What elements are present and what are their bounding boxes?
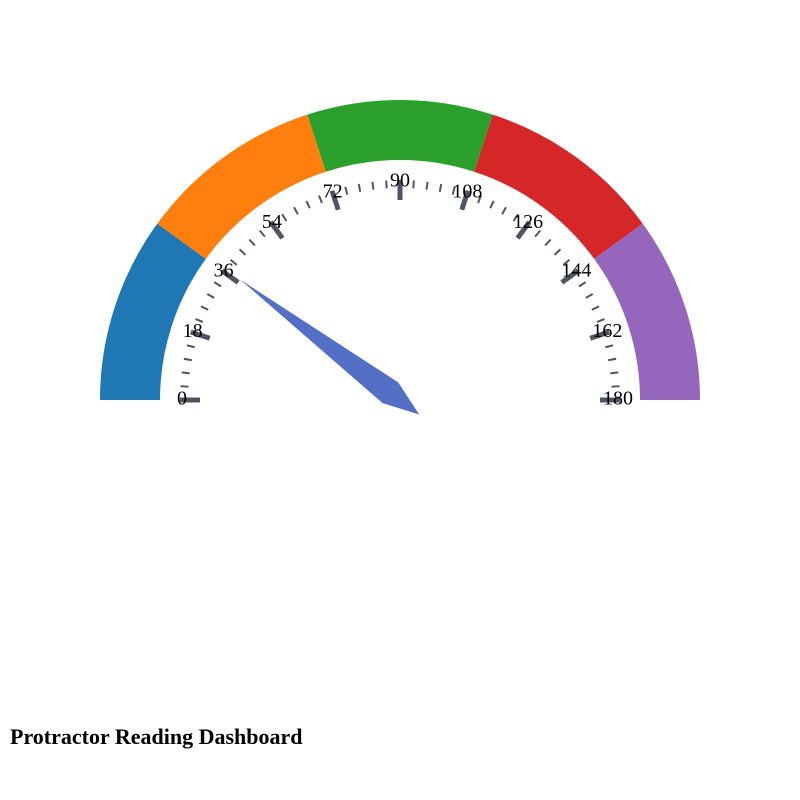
minor-tick [248, 238, 256, 247]
minor-tick [181, 371, 190, 375]
minor-tick [610, 371, 619, 375]
minor-tick [489, 200, 495, 209]
tick-label: 144 [561, 259, 591, 281]
major-tick [589, 329, 611, 341]
gauge-needle [240, 279, 420, 415]
gauge-tick-labels: 0 18 36 54 72 90 108 126 144 162 180 [177, 170, 633, 410]
tick-label: 108 [452, 180, 482, 202]
minor-tick [344, 186, 349, 195]
minor-tick [438, 183, 443, 192]
gauge-ticks [180, 180, 620, 403]
minor-tick [501, 206, 507, 215]
tick-label: 126 [513, 211, 543, 233]
minor-tick [596, 318, 605, 323]
tick-label: 54 [262, 211, 282, 233]
major-tick [268, 220, 285, 240]
minor-tick [512, 213, 519, 222]
minor-tick [425, 181, 429, 190]
minor-tick [186, 344, 195, 349]
minor-tick [357, 183, 362, 192]
minor-tick [477, 195, 482, 204]
minor-tick [229, 258, 238, 266]
minor-tick [195, 318, 204, 323]
tick-label: 36 [214, 259, 234, 281]
minor-tick [605, 344, 614, 349]
minor-tick [608, 357, 617, 362]
major-tick [560, 268, 580, 285]
tick-label: 90 [390, 170, 410, 192]
tick-label: 180 [603, 388, 633, 410]
minor-tick [200, 305, 209, 311]
major-tick [329, 189, 341, 211]
minor-tick [562, 258, 571, 266]
minor-tick [553, 248, 562, 256]
minor-tick [305, 200, 311, 209]
minor-tick [385, 180, 388, 189]
minor-tick [371, 181, 375, 190]
gauge-band-1 [100, 223, 206, 400]
minor-tick [318, 195, 323, 204]
gauge-band-4 [474, 114, 643, 259]
major-tick [220, 268, 240, 285]
tick-label: 18 [183, 320, 203, 342]
page-title: Protractor Reading Dashboard [10, 724, 303, 749]
minor-tick [293, 206, 299, 215]
tick-label: 0 [177, 388, 187, 410]
minor-tick [213, 281, 222, 288]
major-tick [515, 220, 532, 240]
minor-tick [206, 293, 215, 299]
minor-tick [281, 213, 288, 222]
major-tick [189, 329, 211, 341]
minor-tick [412, 180, 415, 189]
minor-tick [578, 281, 587, 288]
minor-tick [183, 357, 192, 362]
tick-label: 72 [323, 180, 343, 202]
gauge-band-3 [307, 99, 493, 172]
gauge-bands [100, 99, 700, 400]
major-tick [459, 189, 471, 211]
minor-tick [238, 248, 247, 256]
minor-tick [611, 385, 620, 388]
gauge-band-2 [157, 114, 326, 259]
gauge-needle-group [240, 279, 420, 415]
minor-tick [534, 229, 542, 238]
minor-tick [180, 385, 189, 388]
minor-tick [585, 293, 594, 299]
minor-tick [258, 229, 266, 238]
minor-tick [591, 305, 600, 311]
gauge-band-5 [594, 223, 700, 400]
tick-label: 162 [592, 320, 622, 342]
minor-tick [544, 238, 552, 247]
minor-tick [451, 186, 456, 195]
